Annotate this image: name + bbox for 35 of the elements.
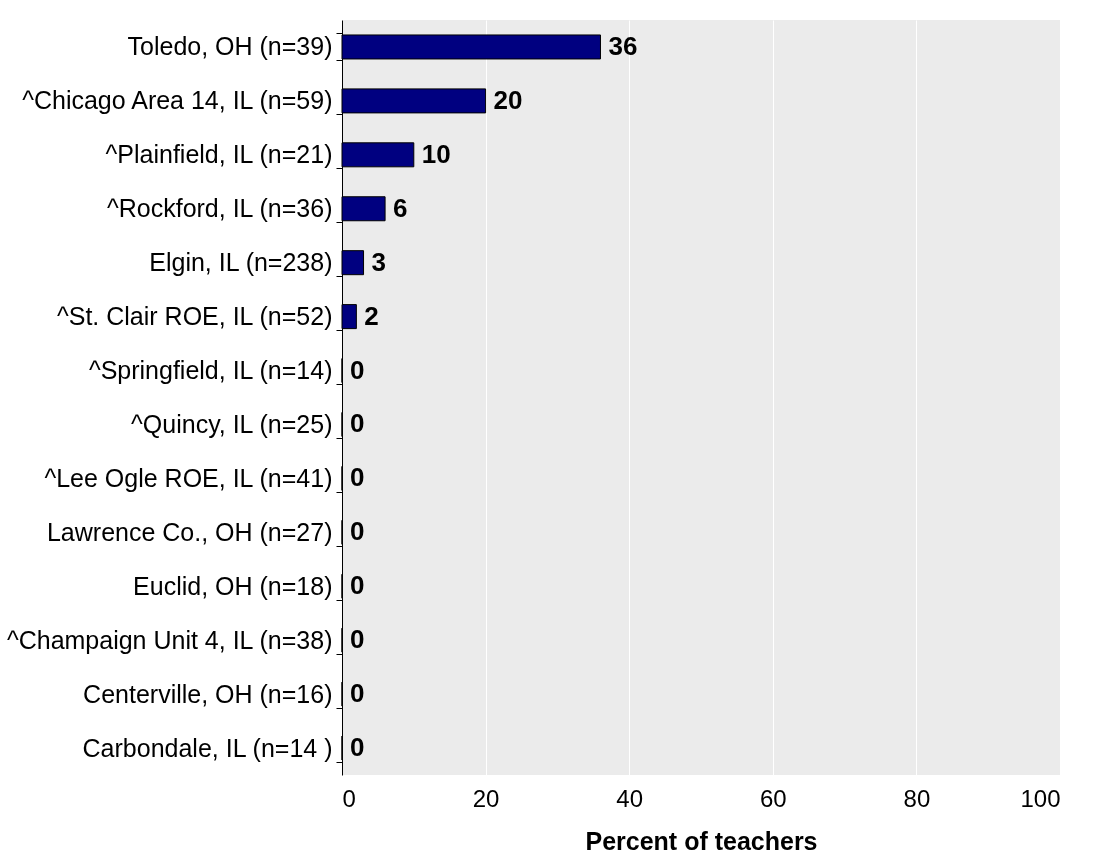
data-label: 10 xyxy=(421,138,451,169)
y-tick-label: ^St. Clair ROE, IL (n=52) xyxy=(57,302,333,331)
data-label: 2 xyxy=(364,300,379,331)
x-tick-label: 80 xyxy=(903,784,931,812)
data-label: 0 xyxy=(350,462,365,493)
data-label: 36 xyxy=(608,30,638,61)
data-label: 20 xyxy=(493,84,523,115)
data-label: 0 xyxy=(350,354,365,385)
data-label: 0 xyxy=(350,570,365,601)
y-tick-label: Toledo, OH (n=39) xyxy=(127,32,333,61)
x-axis-title: Percent of teachers xyxy=(585,826,818,855)
y-tick-label: Lawrence Co., OH (n=27) xyxy=(46,517,333,546)
y-tick-label: ^Rockford, IL (n=36) xyxy=(107,194,333,223)
x-tick-label: 40 xyxy=(616,784,644,812)
x-tick-label: 0 xyxy=(342,784,356,812)
y-tick-label: ^Champaign Unit 4, IL (n=38) xyxy=(6,625,333,654)
data-label: 3 xyxy=(371,246,387,277)
y-tick-label: ^Lee Ogle ROE, IL (n=41) xyxy=(44,463,333,492)
data-label: 0 xyxy=(350,516,365,547)
data-label: 0 xyxy=(350,624,365,655)
data-label: 0 xyxy=(350,408,365,439)
x-tick-label: 100 xyxy=(1020,784,1061,812)
x-tick-label: 20 xyxy=(472,784,500,812)
y-tick-label: Euclid, OH (n=18) xyxy=(133,571,333,600)
data-label: 6 xyxy=(393,192,408,223)
y-tick-label: ^Springfield, IL (n=14) xyxy=(88,356,333,385)
y-tick-label: Carbondale, IL (n=14 ) xyxy=(82,733,333,762)
y-tick-label: ^Quincy, IL (n=25) xyxy=(131,409,333,438)
data-label: 0 xyxy=(350,678,365,709)
data-label: 0 xyxy=(350,732,365,763)
y-tick-label: Elgin, IL (n=238) xyxy=(149,248,333,277)
x-tick-label: 60 xyxy=(759,784,787,812)
y-tick-label: ^Chicago Area 14, IL (n=59) xyxy=(22,86,333,115)
y-tick-label: Centerville, OH (n=16) xyxy=(83,679,333,708)
y-tick-label: ^Plainfield, IL (n=21) xyxy=(105,140,333,169)
